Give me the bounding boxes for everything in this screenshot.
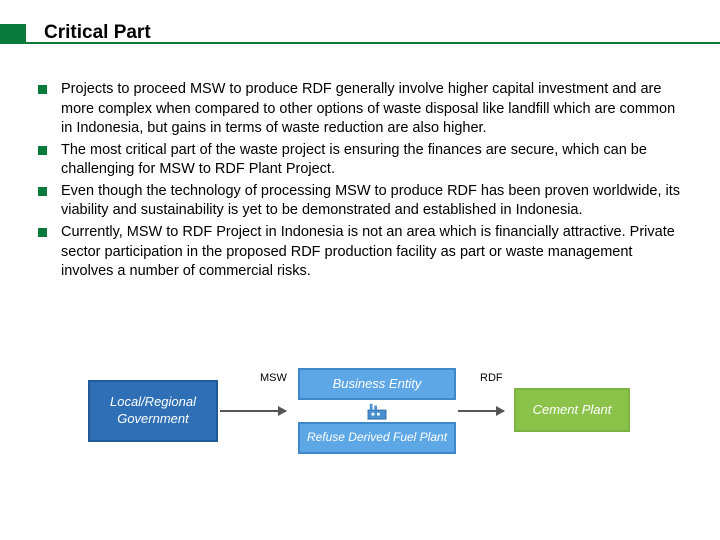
edge-label-rdf: RDF — [480, 372, 503, 384]
list-item: Currently, MSW to RDF Project in Indones… — [38, 223, 688, 282]
flowchart-diagram: Local/Regional Government MSW Business E… — [88, 360, 632, 465]
bullet-marker-icon — [38, 85, 47, 94]
arrow-icon — [220, 410, 286, 412]
list-item: The most critical part of the waste proj… — [38, 141, 688, 180]
node-rdf-plant: Refuse Derived Fuel Plant — [298, 422, 456, 454]
bullet-marker-icon — [38, 146, 47, 155]
list-item: Projects to proceed MSW to produce RDF g… — [38, 80, 688, 139]
node-label: Business Entity — [333, 376, 422, 393]
header-accent-bar — [0, 24, 26, 42]
node-cement-plant: Cement Plant — [514, 388, 630, 432]
edge-label-msw: MSW — [260, 372, 287, 384]
bullet-text: Projects to proceed MSW to produce RDF g… — [61, 80, 688, 139]
bullet-text: The most critical part of the waste proj… — [61, 141, 688, 180]
arrow-icon — [458, 410, 504, 412]
list-item: Even though the technology of processing… — [38, 182, 688, 221]
node-government: Local/Regional Government — [88, 380, 218, 442]
bullet-marker-icon — [38, 228, 47, 237]
bullet-list: Projects to proceed MSW to produce RDF g… — [38, 80, 688, 284]
node-label: Cement Plant — [533, 402, 612, 419]
bullet-text: Even though the technology of processing… — [61, 182, 688, 221]
node-label: Local/Regional — [110, 394, 196, 411]
node-label: Refuse Derived Fuel Plant — [307, 430, 447, 446]
node-business-entity: Business Entity — [298, 368, 456, 400]
bullet-text: Currently, MSW to RDF Project in Indones… — [61, 223, 688, 282]
bullet-marker-icon — [38, 187, 47, 196]
node-label: Government — [117, 411, 189, 428]
factory-icon — [366, 402, 388, 420]
page-title: Critical Part — [44, 22, 151, 44]
